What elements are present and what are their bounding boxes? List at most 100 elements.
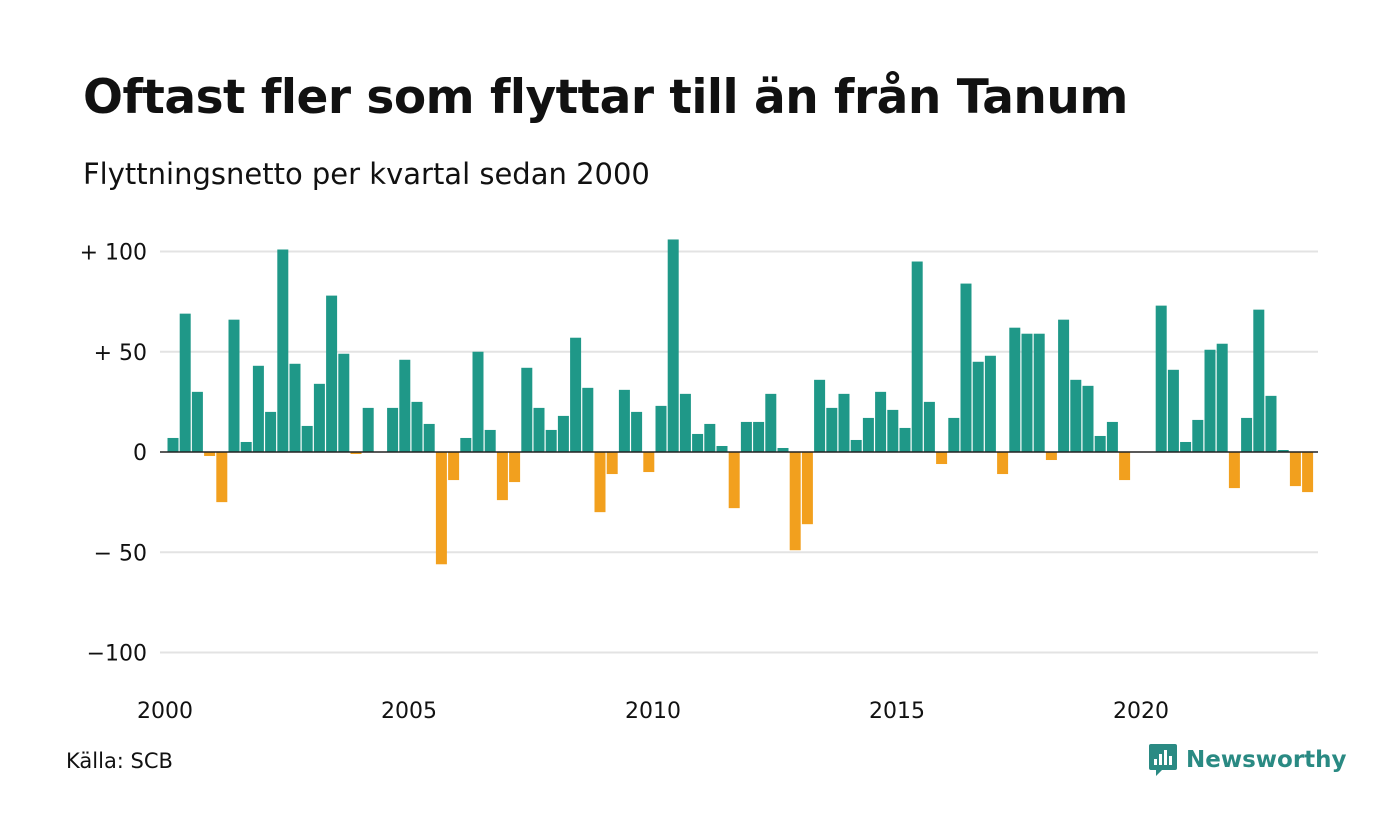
x-tick-label: 2005: [381, 699, 437, 724]
bar-positive: [228, 319, 240, 452]
bar-positive: [875, 391, 887, 452]
bar-positive: [826, 407, 838, 452]
bar-positive: [631, 411, 643, 452]
bar-positive: [582, 387, 594, 452]
bar-negative: [594, 452, 606, 513]
bar-positive: [814, 379, 826, 452]
bar-positive: [1265, 395, 1277, 452]
bar-positive: [277, 249, 289, 452]
bar-positive: [1094, 435, 1106, 452]
bar-positive: [1192, 419, 1204, 452]
bar-negative: [350, 452, 362, 454]
bar-positive: [679, 393, 691, 452]
bar-positive: [472, 351, 484, 452]
bar-positive: [704, 423, 716, 452]
bar-positive: [338, 353, 350, 452]
bar-positive: [655, 405, 667, 452]
bar-negative: [1302, 452, 1314, 493]
chart-title: Oftast fler som flyttar till än från Tan…: [83, 70, 1128, 125]
bar-positive: [423, 423, 435, 452]
bar-negative: [643, 452, 655, 473]
axis-label-layer: + 100 + 50 0 − 50 −100 2000 2005 2010 2015 2020: [80, 241, 1169, 725]
bar-positive: [1106, 421, 1118, 452]
bar-positive: [1021, 333, 1033, 452]
bar-positive: [1070, 379, 1082, 452]
bar-positive: [1253, 309, 1265, 452]
bar-positive: [460, 437, 472, 452]
brand-name: Newsworthy: [1186, 747, 1347, 773]
bar-positive: [1082, 385, 1094, 452]
bar-positive: [252, 365, 264, 452]
bar-negative: [216, 452, 228, 503]
bar-positive: [326, 295, 338, 452]
bar-positive: [850, 439, 862, 452]
bar-negative: [936, 452, 948, 465]
bar-positive: [765, 393, 777, 452]
bar-positive: [777, 447, 789, 452]
bar-negative: [1289, 452, 1301, 487]
bar-positive: [862, 417, 874, 453]
bar-positive: [301, 425, 313, 452]
bar-positive: [362, 407, 374, 452]
bar-positive: [753, 421, 765, 452]
bar-negative: [496, 452, 508, 501]
bar-positive: [838, 393, 850, 452]
bar-positive: [960, 283, 972, 452]
bar-negative: [606, 452, 618, 475]
bar-positive: [1033, 333, 1045, 452]
bar-positive: [948, 417, 960, 453]
bar-negative: [509, 452, 521, 483]
bar-positive: [1180, 441, 1192, 452]
source-note: Källa: SCB: [66, 749, 173, 773]
bar-positive: [167, 437, 179, 452]
bar-positive: [313, 383, 325, 452]
bar-negative: [204, 452, 216, 457]
bar-negative: [448, 452, 460, 481]
bar-positive: [1216, 343, 1228, 452]
bar-positive: [972, 361, 984, 452]
x-tick-label: 2015: [869, 699, 925, 724]
bar-negative: [1228, 452, 1240, 489]
y-tick-label: + 50: [94, 341, 147, 366]
bar-negative: [997, 452, 1009, 475]
y-tick-label: + 100: [80, 241, 147, 266]
bar-positive: [411, 401, 423, 453]
bar-negative: [435, 452, 447, 565]
bar-positive: [545, 429, 557, 452]
bar-positive: [716, 445, 728, 452]
bar-positive: [521, 367, 533, 452]
bar-positive: [1241, 417, 1253, 453]
y-tick-label: − 50: [94, 541, 147, 566]
x-tick-label: 2000: [137, 699, 193, 724]
bar-positive: [923, 401, 935, 453]
y-tick-label: −100: [87, 642, 147, 667]
bar-positive: [887, 409, 899, 452]
bar-positive: [533, 407, 545, 452]
bar-layer: [167, 239, 1314, 565]
bar-positive: [911, 261, 923, 452]
bar-positive: [265, 411, 277, 452]
x-tick-label: 2010: [625, 699, 681, 724]
bar-positive: [984, 355, 996, 452]
bar-positive: [240, 441, 252, 452]
bar-positive: [1058, 319, 1070, 452]
newsworthy-logo-icon: [1149, 744, 1177, 776]
bar-positive: [557, 415, 569, 452]
bar-positive: [484, 429, 496, 452]
bar-negative: [1045, 452, 1057, 461]
bar-positive: [1155, 305, 1167, 452]
y-tick-label: 0: [133, 441, 147, 466]
bar-positive: [1204, 349, 1216, 452]
bar-positive: [692, 433, 704, 452]
bar-positive: [667, 239, 679, 452]
bar-positive: [289, 363, 301, 452]
x-tick-label: 2020: [1113, 699, 1169, 724]
bar-negative: [1119, 452, 1131, 481]
bar-negative: [801, 452, 813, 525]
bar-positive: [1277, 450, 1289, 452]
bar-positive: [618, 389, 630, 452]
bar-positive: [387, 407, 399, 452]
brand-logo[interactable]: Newsworthy: [1148, 742, 1347, 778]
